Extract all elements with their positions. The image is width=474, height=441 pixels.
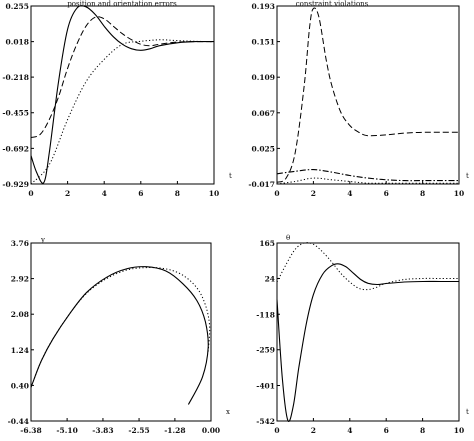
panel-2-xtick-label: 2 bbox=[311, 189, 316, 198]
panel-1-ytick-label: -0.929 bbox=[2, 180, 29, 189]
panel-3-xlabel: x bbox=[226, 408, 230, 416]
panel-4-ytick-label: -118 bbox=[256, 310, 275, 319]
panel-4-frame bbox=[276, 242, 460, 422]
panel-2-xtick-label: 0 bbox=[274, 189, 279, 198]
panel-2-series-2-line bbox=[276, 169, 459, 182]
panel-3-frame bbox=[30, 242, 212, 422]
panel-2-ytick-label: 0.025 bbox=[252, 144, 276, 153]
panel-1-ytick-label: 0.255 bbox=[6, 2, 30, 11]
panel-4-ytick-label: -259 bbox=[256, 346, 275, 355]
panel-2-xlabel: t bbox=[466, 172, 469, 180]
panel-3-xtick-label: -5.10 bbox=[56, 426, 77, 435]
panel-2-ytick-label: -0.017 bbox=[248, 180, 275, 189]
panel-4-series-1-line bbox=[276, 263, 459, 422]
panel-1-xtick-label: 6 bbox=[138, 189, 143, 198]
panel-4-ytick-label: -401 bbox=[256, 382, 275, 391]
panel-3-xtick-label: -3.83 bbox=[92, 426, 113, 435]
panel-2-xtick-label: 6 bbox=[384, 189, 389, 198]
panel-3-xtick-label: -2.55 bbox=[128, 426, 149, 435]
panel-2-ytick-label: 0.109 bbox=[252, 73, 276, 82]
panel-2-frame bbox=[276, 5, 460, 185]
panel-4-xtick-label: 8 bbox=[420, 426, 425, 435]
panel-4-xlabel: t bbox=[466, 408, 469, 416]
panel-3-xtick-label: 0.00 bbox=[202, 426, 220, 435]
panel-4-ytick-label: 165 bbox=[259, 239, 275, 248]
panel-3-ytick-label: 2.92 bbox=[11, 275, 29, 284]
panel-3-ytick-label: 3.76 bbox=[11, 239, 29, 248]
panel-1-ytick-label: 0.018 bbox=[6, 38, 30, 47]
panel-3-series-1-line bbox=[30, 266, 209, 405]
panel-1-ytick-label: -0.218 bbox=[2, 73, 29, 82]
panel-3-series-2-line bbox=[32, 267, 211, 382]
panel-4-xtick-label: 10 bbox=[454, 426, 464, 435]
panel-4-ytick-label: 24 bbox=[265, 274, 275, 283]
panel-2-series-3-line bbox=[276, 177, 459, 185]
panel-3-ylabel: y bbox=[40, 236, 45, 244]
panel-3-xtick-label: -1.28 bbox=[164, 426, 185, 435]
panel-1-ytick-label: -0.455 bbox=[2, 109, 29, 118]
panel-1-series-1-line bbox=[30, 5, 215, 184]
panel-1-xtick-label: 4 bbox=[102, 189, 107, 198]
panel-1-series-3-line bbox=[30, 39, 215, 185]
panel-4-xtick-label: 0 bbox=[274, 426, 279, 435]
panel-3-ytick-label: -0.44 bbox=[8, 417, 29, 426]
panel-2-xtick-label: 8 bbox=[420, 189, 425, 198]
panel-4-xtick-label: 4 bbox=[347, 426, 352, 435]
panel-1-frame bbox=[30, 5, 215, 185]
panel-2-ytick-label: 0.151 bbox=[252, 38, 276, 47]
panel-3-ytick-label: 2.08 bbox=[11, 310, 29, 319]
panel-2-ytick-label: 0.193 bbox=[252, 2, 276, 11]
panel-1-xtick-label: 8 bbox=[175, 189, 180, 198]
panel-4-series-2-line bbox=[276, 242, 459, 291]
panel-1-xtick-label: 10 bbox=[209, 189, 219, 198]
panel-2-series-1-line bbox=[276, 7, 459, 183]
panel-2-title: constraint violations bbox=[296, 0, 369, 8]
panel-3-ytick-label: 1.24 bbox=[11, 346, 29, 355]
panel-1-title: position and orientation errors bbox=[67, 0, 177, 8]
panel-1-ytick-label: -0.692 bbox=[2, 144, 29, 153]
panel-1-xtick-label: 2 bbox=[65, 189, 70, 198]
panel-4-ytick-label: -542 bbox=[256, 417, 275, 426]
panel-2-xtick-label: 10 bbox=[454, 189, 464, 198]
panel-3-xtick-label: -6.38 bbox=[20, 426, 41, 435]
panel-1-xtick-label: 0 bbox=[28, 189, 33, 198]
panel-1-xlabel: t bbox=[229, 172, 232, 180]
panel-2-xtick-label: 4 bbox=[347, 189, 352, 198]
panel-3-ytick-label: 0.40 bbox=[11, 381, 29, 390]
panel-4-xtick-label: 6 bbox=[384, 426, 389, 435]
panel-4-ylabel: θ bbox=[286, 234, 290, 242]
panel-1-series-2-line bbox=[30, 16, 214, 138]
panel-4-xtick-label: 2 bbox=[311, 426, 316, 435]
panel-2-ytick-label: 0.067 bbox=[252, 109, 276, 118]
